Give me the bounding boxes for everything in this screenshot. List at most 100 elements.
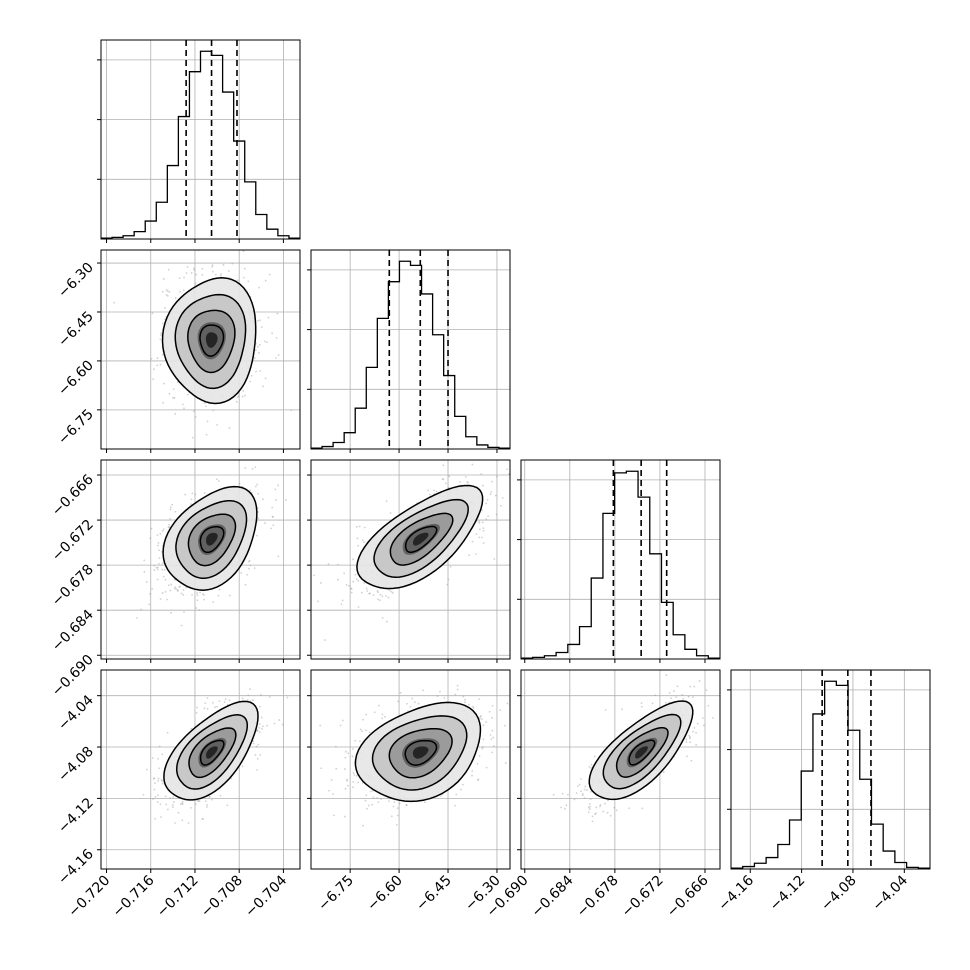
sample-point (212, 409, 215, 412)
sample-point (352, 772, 355, 774)
sample-point (161, 753, 164, 756)
sample-point (176, 589, 179, 592)
sample-point (256, 729, 258, 731)
sample-point (363, 541, 365, 544)
sample-point (371, 803, 374, 806)
sample-point (167, 526, 170, 529)
sample-point (511, 489, 513, 491)
sample-point (367, 804, 370, 807)
sample-point (492, 736, 495, 739)
sample-point (472, 705, 474, 708)
sample-point (256, 730, 258, 733)
sample-point (257, 511, 259, 513)
sample-point (215, 478, 218, 481)
sample-point (482, 724, 485, 727)
sample-point (590, 766, 593, 769)
sample-point (157, 566, 159, 569)
sample-point (590, 763, 593, 766)
histogram-step-0 (101, 50, 300, 239)
sample-point (447, 578, 450, 581)
y-tick-label: −0.666 (49, 471, 97, 519)
sample-point (481, 521, 484, 524)
sample-point (442, 464, 445, 467)
sample-point (692, 696, 694, 698)
sample-point (478, 698, 481, 701)
sample-point (259, 370, 261, 372)
sample-point (583, 788, 586, 791)
sample-point (261, 725, 264, 728)
sample-point (157, 544, 159, 547)
sample-point (155, 566, 158, 569)
sample-point (158, 745, 161, 748)
sample-point (362, 824, 364, 827)
contour-line-2 (175, 499, 248, 579)
sample-point (454, 804, 456, 807)
contour-line-1 (187, 309, 236, 374)
sample-point (258, 705, 261, 708)
sample-point (212, 701, 214, 704)
sample-point (460, 788, 463, 791)
sample-point (235, 400, 238, 403)
sample-point (205, 806, 208, 808)
sample-point (151, 312, 154, 315)
sample-point (166, 598, 168, 601)
y-tick-label: −4.12 (55, 795, 97, 837)
sample-point (358, 525, 361, 528)
sample-point (205, 433, 208, 436)
sample-point (206, 707, 209, 710)
sample-point (149, 592, 151, 595)
sample-point (690, 759, 693, 762)
sample-point (257, 517, 260, 520)
sample-point (491, 480, 493, 483)
sample-point (185, 586, 188, 589)
sample-point (599, 804, 602, 806)
sample-point (223, 701, 226, 704)
sample-point (262, 385, 264, 388)
sample-point (590, 790, 592, 793)
sample-point (244, 466, 247, 469)
sample-point (372, 594, 375, 596)
sample-point (248, 559, 251, 562)
sample-point (581, 793, 584, 795)
sample-point (479, 715, 482, 718)
sample-point (485, 766, 488, 769)
sample-point (477, 779, 479, 782)
sample-point (384, 715, 386, 718)
sample-point (148, 603, 151, 606)
contour-line-0 (199, 324, 225, 357)
sample-point (193, 269, 196, 272)
sample-point (285, 499, 287, 501)
sample-point (253, 567, 256, 570)
sample-point (203, 594, 206, 596)
sample-point (154, 817, 157, 820)
sample-point (355, 578, 358, 581)
histogram-panel-1 (307, 249, 511, 453)
sample-point (157, 779, 159, 782)
sample-point (489, 493, 492, 496)
sample-point (449, 565, 452, 568)
contour-line-1 (187, 513, 237, 567)
sample-point (350, 591, 353, 594)
sample-point (504, 762, 507, 764)
sample-point (227, 270, 230, 272)
sample-point (183, 407, 185, 410)
sample-point (156, 357, 159, 359)
sample-point (479, 528, 481, 531)
sample-point (377, 801, 380, 804)
sample-point (260, 326, 263, 328)
sample-point (583, 797, 586, 799)
sample-point (226, 804, 229, 807)
sample-point (266, 724, 269, 727)
contour-line-3 (161, 277, 257, 405)
sample-point (201, 593, 204, 595)
sample-point (218, 480, 220, 482)
sample-point (222, 263, 225, 266)
sample-point (199, 591, 201, 594)
sample-point (264, 279, 267, 282)
sample-point (201, 274, 204, 276)
sample-point (373, 711, 376, 714)
sample-point (478, 717, 481, 720)
sample-point (333, 814, 335, 817)
contour-line-3 (163, 700, 259, 801)
